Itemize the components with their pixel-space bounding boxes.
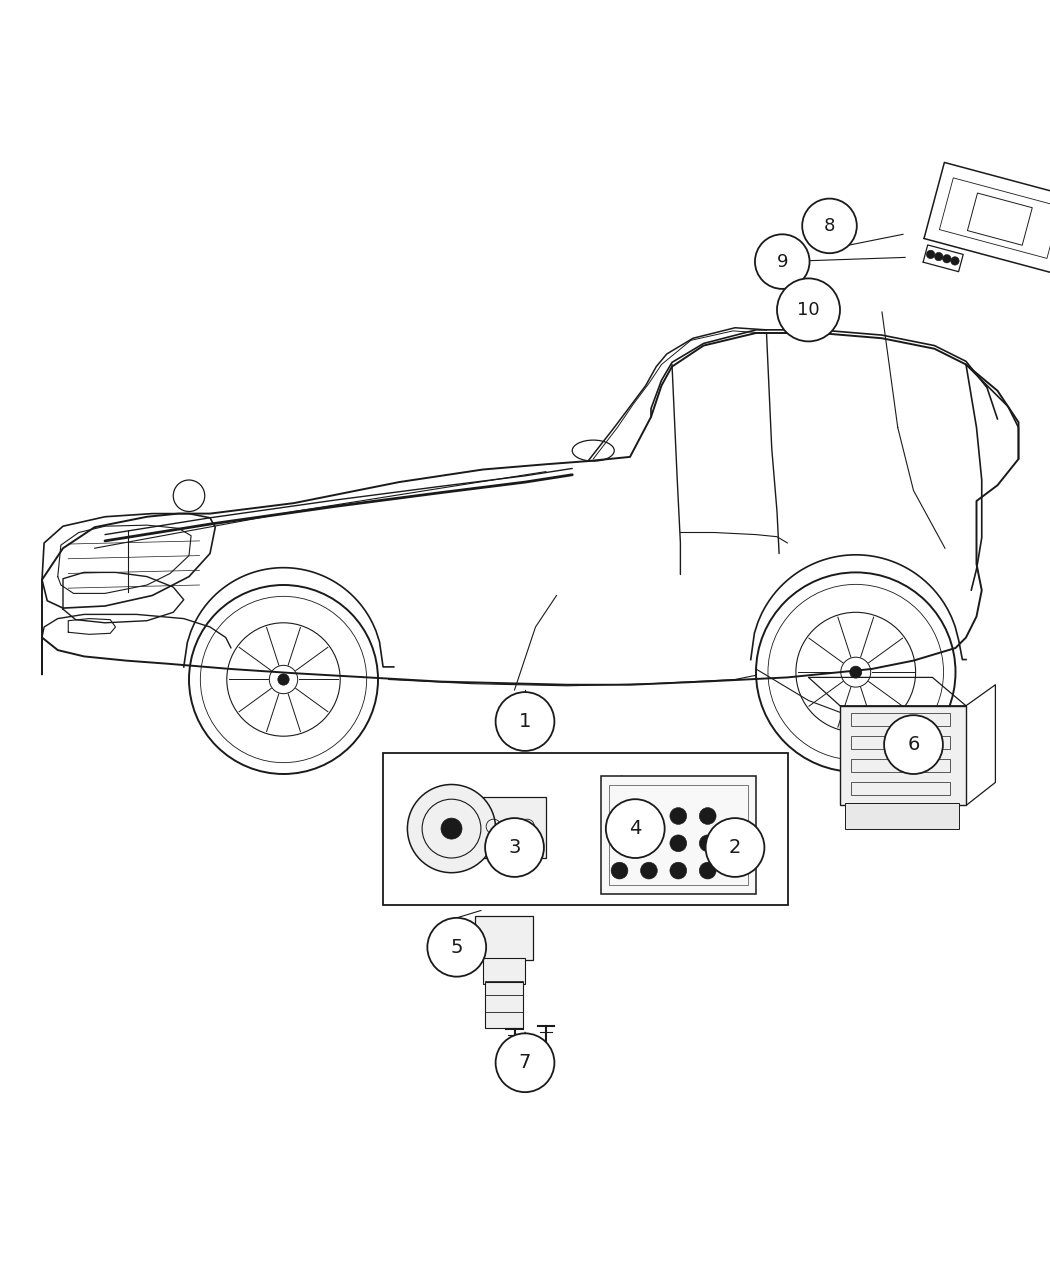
Circle shape (950, 256, 959, 265)
Circle shape (485, 819, 544, 877)
Text: 10: 10 (797, 301, 820, 319)
FancyBboxPatch shape (601, 776, 756, 894)
Text: 7: 7 (519, 1053, 531, 1072)
FancyBboxPatch shape (840, 706, 966, 806)
Text: 9: 9 (777, 252, 788, 270)
Circle shape (755, 235, 810, 289)
Circle shape (278, 673, 289, 685)
Circle shape (670, 862, 687, 878)
Circle shape (699, 862, 716, 878)
Circle shape (640, 807, 657, 825)
FancyBboxPatch shape (483, 958, 525, 984)
Circle shape (407, 784, 496, 872)
Circle shape (849, 666, 862, 678)
FancyBboxPatch shape (483, 797, 546, 858)
Text: 3: 3 (508, 838, 521, 857)
Circle shape (706, 819, 764, 877)
Circle shape (934, 252, 943, 261)
Circle shape (496, 692, 554, 751)
Text: 8: 8 (824, 217, 835, 235)
FancyBboxPatch shape (485, 982, 523, 1028)
Circle shape (606, 799, 665, 858)
FancyBboxPatch shape (418, 802, 481, 854)
Circle shape (802, 199, 857, 254)
FancyBboxPatch shape (845, 803, 959, 829)
Circle shape (777, 278, 840, 342)
Circle shape (699, 835, 716, 852)
Circle shape (427, 918, 486, 977)
Circle shape (943, 255, 951, 263)
Circle shape (670, 807, 687, 825)
Circle shape (640, 835, 657, 852)
Circle shape (640, 862, 657, 878)
Circle shape (926, 250, 934, 259)
Text: 1: 1 (519, 711, 531, 731)
Circle shape (611, 807, 628, 825)
Circle shape (884, 715, 943, 774)
Circle shape (611, 835, 628, 852)
Text: 4: 4 (629, 819, 642, 838)
Circle shape (699, 807, 716, 825)
Circle shape (611, 862, 628, 878)
FancyBboxPatch shape (475, 915, 533, 960)
Text: 2: 2 (729, 838, 741, 857)
Circle shape (496, 1033, 554, 1093)
Circle shape (670, 835, 687, 852)
Text: 5: 5 (450, 937, 463, 956)
Circle shape (441, 819, 462, 839)
Text: 6: 6 (907, 736, 920, 754)
